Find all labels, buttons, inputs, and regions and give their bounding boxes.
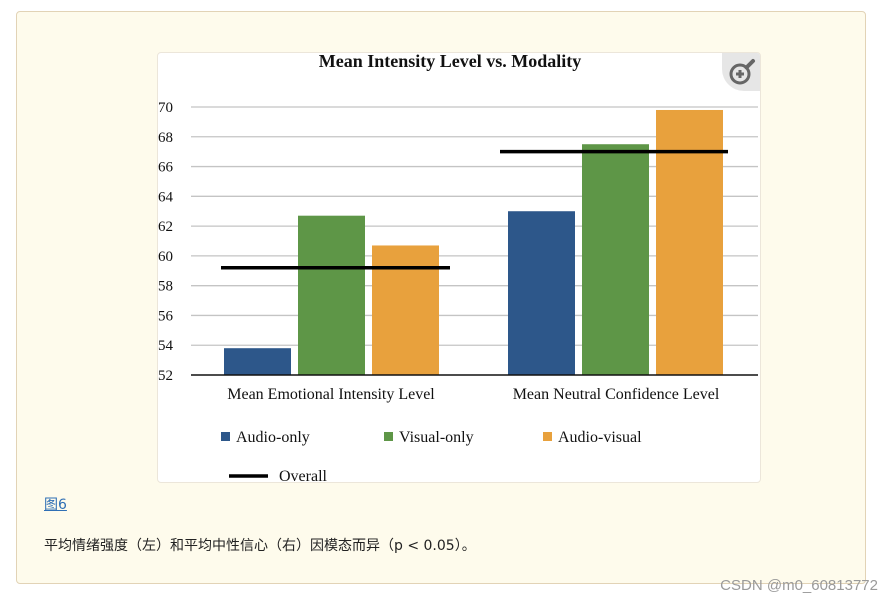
chart-figure: Mean Intensity Level vs. Modality 52 54 56 5… xyxy=(157,52,761,483)
zoom-in-icon xyxy=(729,59,755,85)
zoom-button[interactable] xyxy=(722,53,760,91)
bar xyxy=(656,109,723,375)
bar xyxy=(582,144,649,375)
figure-caption: 平均情绪强度（左）和平均中性信心（右）因模态而异（p < 0.05）。 xyxy=(44,538,476,554)
y-tick-label: 56 xyxy=(158,308,174,324)
y-tick-label: 52 xyxy=(158,368,173,384)
y-tick-label: 66 xyxy=(158,160,174,176)
bar-chart: Mean Intensity Level vs. Modality 52 54 56 5… xyxy=(158,53,758,482)
y-tick-label: 68 xyxy=(158,130,173,146)
legend-label: Audio-only xyxy=(236,429,310,446)
legend-label: Overall xyxy=(279,468,328,482)
bar xyxy=(224,348,291,375)
legend-label: Visual-only xyxy=(399,429,474,446)
figure-link[interactable]: 图6 xyxy=(44,497,67,513)
y-tick-label: 58 xyxy=(158,279,173,295)
bar xyxy=(298,215,365,375)
figure-panel: Mean Intensity Level vs. Modality 52 54 56 5… xyxy=(16,11,866,584)
y-tick-label: 62 xyxy=(158,219,173,235)
watermark: CSDN @m0_60813772 xyxy=(720,577,878,594)
y-tick-label: 54 xyxy=(158,338,174,354)
bar xyxy=(508,211,575,375)
chart-title: Mean Intensity Level vs. Modality xyxy=(319,53,582,71)
y-tick-label: 70 xyxy=(158,100,173,116)
y-tick-label: 64 xyxy=(158,189,174,205)
bar xyxy=(372,245,439,375)
legend-swatch xyxy=(384,432,393,441)
y-tick-label: 60 xyxy=(158,249,173,265)
legend-swatch xyxy=(221,432,230,441)
category-label: Mean Neutral Confidence Level xyxy=(513,386,720,403)
category-label: Mean Emotional Intensity Level xyxy=(227,386,435,403)
legend-label: Audio-visual xyxy=(558,429,642,446)
legend-swatch xyxy=(543,432,552,441)
